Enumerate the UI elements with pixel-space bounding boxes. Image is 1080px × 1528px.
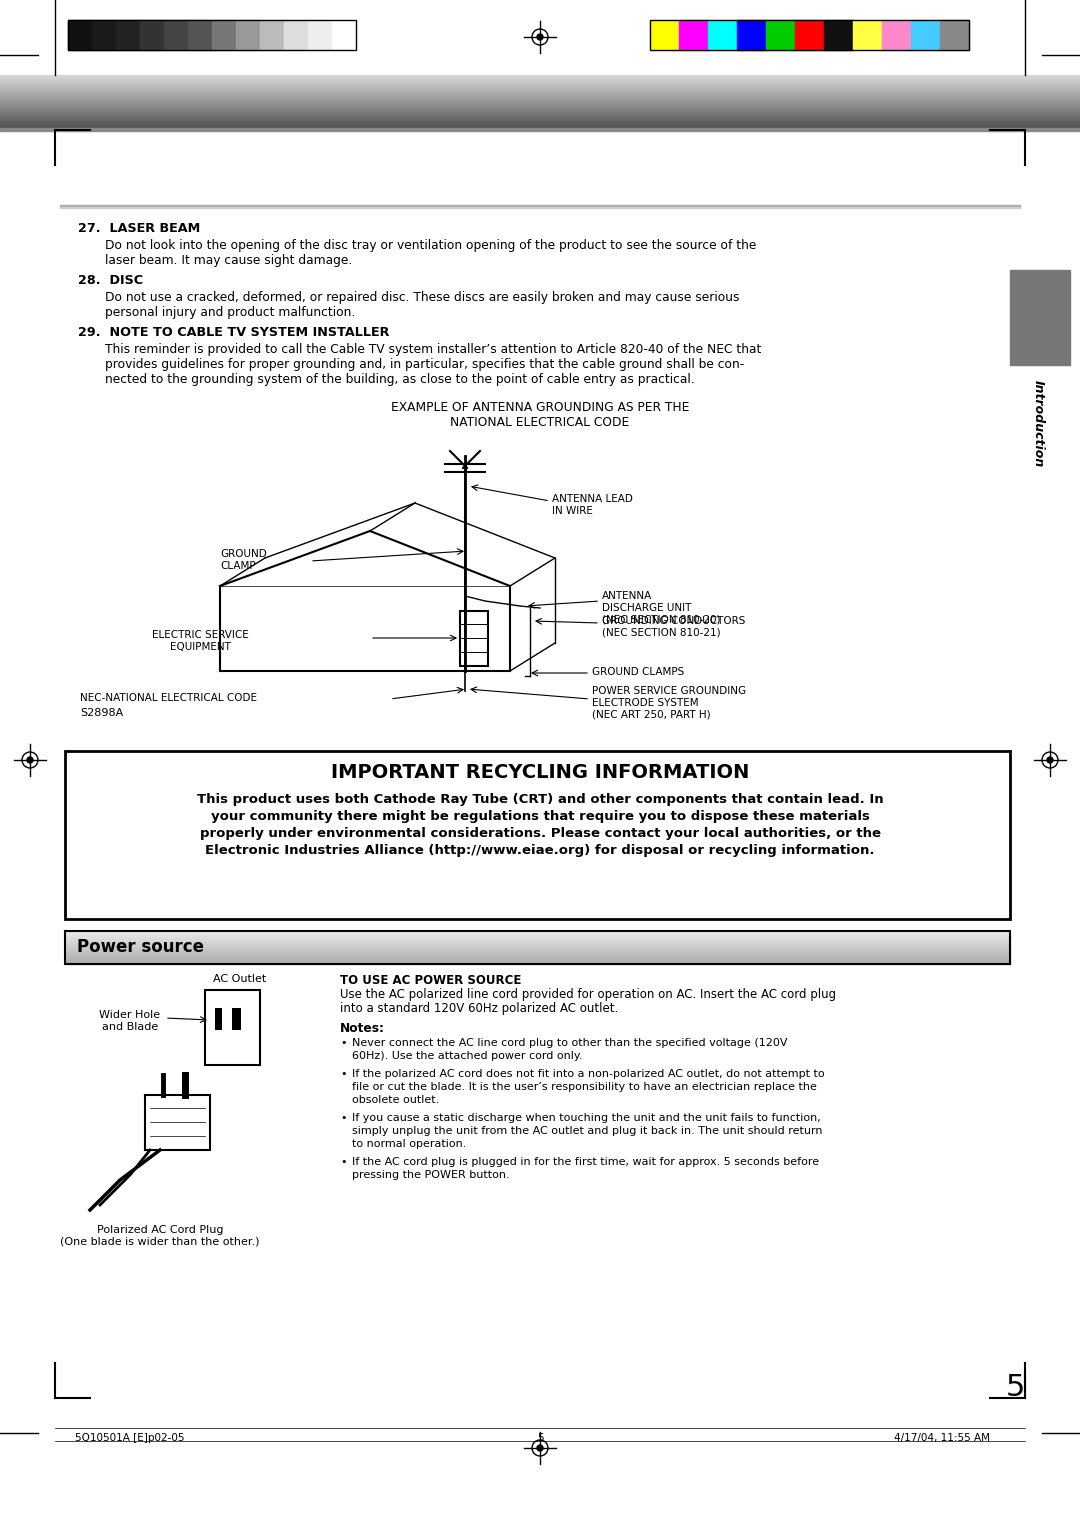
Bar [795, 20, 824, 50]
Text: your community there might be regulations that require you to dispose these mate: your community there might be regulation… [211, 810, 869, 824]
Bar [237, 20, 260, 50]
Text: nected to the grounding system of the building, as close to the point of cable e: nected to the grounding system of the bu… [105, 373, 694, 387]
Text: Electronic Industries Alliance (http://www.eiae.org) for disposal or recycling i: Electronic Industries Alliance (http://w… [205, 843, 875, 857]
Text: laser beam. It may cause sight damage.: laser beam. It may cause sight damage. [105, 254, 352, 267]
Bar [940, 20, 969, 50]
Bar [260, 20, 284, 50]
Text: S2898A: S2898A [80, 707, 123, 718]
Bar [60, 205, 1020, 206]
Text: NEC-NATIONAL ELECTRICAL CODE: NEC-NATIONAL ELECTRICAL CODE [80, 694, 257, 703]
Text: Wider Hole
and Blade: Wider Hole and Blade [99, 1010, 161, 1031]
Text: 29.  NOTE TO CABLE TV SYSTEM INSTALLER: 29. NOTE TO CABLE TV SYSTEM INSTALLER [78, 325, 390, 339]
Text: This product uses both Cathode Ray Tube (CRT) and other components that contain : This product uses both Cathode Ray Tube … [197, 793, 883, 805]
Bar [65, 931, 1010, 964]
Text: EXAMPLE OF ANTENNA GROUNDING AS PER THE: EXAMPLE OF ANTENNA GROUNDING AS PER THE [391, 400, 689, 414]
Text: simply unplug the unit from the AC outlet and plug it back in. The unit should r: simply unplug the unit from the AC outle… [352, 1126, 823, 1135]
Bar [68, 20, 92, 50]
Text: •: • [340, 1070, 347, 1079]
Circle shape [537, 34, 543, 40]
Bar [68, 20, 356, 50]
Bar [0, 128, 1080, 131]
Text: IMPORTANT RECYCLING INFORMATION: IMPORTANT RECYCLING INFORMATION [330, 762, 750, 782]
Text: to normal operation.: to normal operation. [352, 1138, 467, 1149]
Bar [205, 990, 260, 1065]
Text: NATIONAL ELECTRICAL CODE: NATIONAL ELECTRICAL CODE [450, 416, 630, 429]
Text: Do not use a cracked, deformed, or repaired disc. These discs are easily broken : Do not use a cracked, deformed, or repai… [105, 290, 740, 304]
Text: file or cut the blade. It is the user’s responsibility to have an electrician re: file or cut the blade. It is the user’s … [352, 1082, 816, 1093]
Text: POWER SERVICE GROUNDING
ELECTRODE SYSTEM
(NEC ART 250, PART H): POWER SERVICE GROUNDING ELECTRODE SYSTEM… [592, 686, 746, 720]
Text: pressing the POWER button.: pressing the POWER button. [352, 1170, 510, 1180]
Text: ANTENNA LEAD
IN WIRE: ANTENNA LEAD IN WIRE [552, 494, 633, 515]
Bar [650, 20, 969, 50]
Text: 28.  DISC: 28. DISC [78, 274, 144, 287]
Text: Polarized AC Cord Plug
(One blade is wider than the other.): Polarized AC Cord Plug (One blade is wid… [60, 1225, 260, 1247]
Bar [737, 20, 766, 50]
Bar [679, 20, 708, 50]
Text: •: • [340, 1038, 347, 1048]
Bar [650, 20, 679, 50]
Text: ELECTRIC SERVICE
EQUIPMENT: ELECTRIC SERVICE EQUIPMENT [151, 630, 248, 651]
Bar [116, 20, 140, 50]
Circle shape [537, 1445, 543, 1452]
Bar [92, 20, 116, 50]
Text: TO USE AC POWER SOURCE: TO USE AC POWER SOURCE [340, 973, 522, 987]
Bar [215, 1008, 222, 1030]
Text: properly under environmental considerations. Please contact your local authoriti: properly under environmental considerati… [200, 827, 880, 840]
Bar [140, 20, 164, 50]
Text: If the AC cord plug is plugged in for the first time, wait for approx. 5 seconds: If the AC cord plug is plugged in for th… [352, 1157, 819, 1167]
Text: 27.  LASER BEAM: 27. LASER BEAM [78, 222, 200, 235]
Text: into a standard 120V 60Hz polarized AC outlet.: into a standard 120V 60Hz polarized AC o… [340, 1002, 618, 1015]
Text: 5: 5 [537, 1433, 543, 1442]
Text: Notes:: Notes: [340, 1022, 384, 1034]
Text: GROUND
CLAMP: GROUND CLAMP [220, 549, 267, 570]
Text: personal injury and product malfunction.: personal injury and product malfunction. [105, 306, 355, 319]
Text: Introduction: Introduction [1031, 380, 1044, 468]
Bar [308, 20, 332, 50]
Text: If the polarized AC cord does not fit into a non-polarized AC outlet, do not att: If the polarized AC cord does not fit in… [352, 1070, 825, 1079]
Bar [882, 20, 912, 50]
Bar [912, 20, 940, 50]
Text: 60Hz). Use the attached power cord only.: 60Hz). Use the attached power cord only. [352, 1051, 582, 1060]
Text: GROUND CLAMPS: GROUND CLAMPS [592, 668, 685, 677]
Text: AC Outlet: AC Outlet [214, 973, 267, 984]
Text: 4/17/04, 11:55 AM: 4/17/04, 11:55 AM [894, 1433, 990, 1442]
Bar [708, 20, 737, 50]
Bar [853, 20, 882, 50]
Bar [212, 20, 237, 50]
Text: provides guidelines for proper grounding and, in particular, specifies that the : provides guidelines for proper grounding… [105, 358, 744, 371]
Text: •: • [340, 1112, 347, 1123]
Text: GROUNDING CONDUCTORS
(NEC SECTION 810-21): GROUNDING CONDUCTORS (NEC SECTION 810-21… [602, 616, 745, 637]
Text: Never connect the AC line cord plug to other than the specified voltage (120V: Never connect the AC line cord plug to o… [352, 1038, 787, 1048]
Text: This reminder is provided to call the Cable TV system installer’s attention to A: This reminder is provided to call the Ca… [105, 342, 761, 356]
Circle shape [27, 756, 33, 762]
Text: Do not look into the opening of the disc tray or ventilation opening of the prod: Do not look into the opening of the disc… [105, 238, 756, 252]
Bar [460, 611, 488, 666]
Text: 5Q10501A [E]p02-05: 5Q10501A [E]p02-05 [75, 1433, 185, 1442]
Text: ANTENNA
DISCHARGE UNIT
(NEC SECTION 810-20): ANTENNA DISCHARGE UNIT (NEC SECTION 810-… [602, 591, 720, 625]
Bar [824, 20, 853, 50]
Text: Power source: Power source [77, 938, 204, 957]
Bar [164, 20, 188, 50]
Bar [188, 20, 212, 50]
Text: obsolete outlet.: obsolete outlet. [352, 1096, 440, 1105]
Text: If you cause a static discharge when touching the unit and the unit fails to fun: If you cause a static discharge when tou… [352, 1112, 821, 1123]
Bar [0, 0, 1080, 75]
Bar [1010, 270, 1070, 365]
Circle shape [1047, 756, 1053, 762]
Text: Use the AC polarized line cord provided for operation on AC. Insert the AC cord : Use the AC polarized line cord provided … [340, 989, 836, 1001]
Bar [332, 20, 356, 50]
Bar [65, 750, 1010, 918]
Bar [232, 1008, 241, 1030]
Text: •: • [340, 1157, 347, 1167]
Text: 5: 5 [1005, 1374, 1025, 1403]
Bar [284, 20, 308, 50]
Bar [766, 20, 795, 50]
